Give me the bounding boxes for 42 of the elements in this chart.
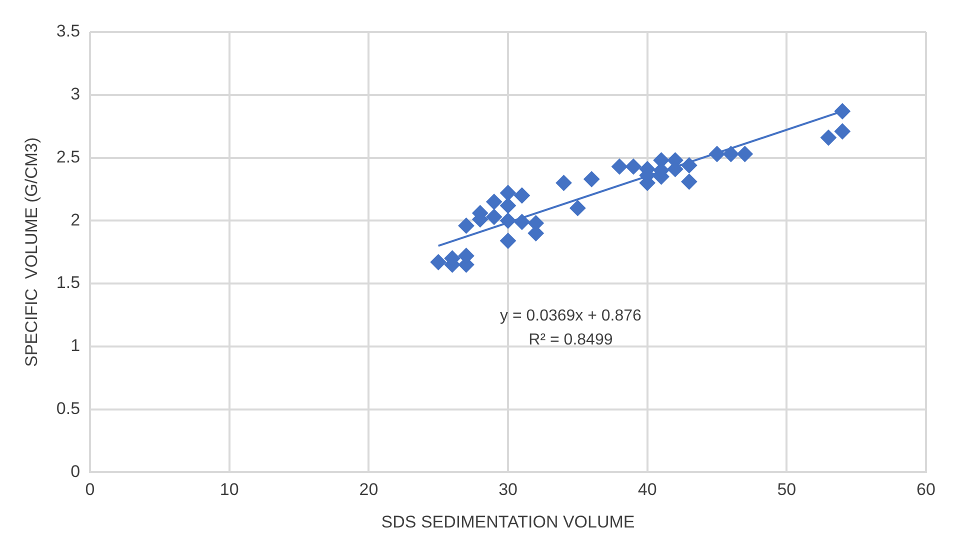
point <box>458 218 474 234</box>
y-tick-label: 0 <box>70 462 80 481</box>
point <box>820 130 836 146</box>
point <box>486 194 502 210</box>
point <box>722 146 739 162</box>
y-tick-label: 3.5 <box>56 22 80 41</box>
point <box>709 146 726 162</box>
point <box>500 198 516 214</box>
y-tick-label: 1.5 <box>56 273 80 292</box>
point <box>681 157 698 174</box>
y-tick-label: 2.5 <box>56 147 80 166</box>
point <box>570 200 586 216</box>
point <box>834 123 850 140</box>
x-tick-label: 10 <box>220 480 239 500</box>
annotation: y = 0.0369x + 0.876 <box>500 307 642 324</box>
x-tick-label: 50 <box>777 480 796 500</box>
x-tick-label: 0 <box>85 480 95 500</box>
point <box>500 212 516 229</box>
x-tick-label: 60 <box>916 480 936 500</box>
x-tick-label: 30 <box>498 480 518 500</box>
y-axis-title: SPECIFIC VOLUME (G/CM3) <box>22 137 41 367</box>
y-tick-label: 1 <box>70 336 80 356</box>
point <box>681 174 698 190</box>
point <box>834 103 850 120</box>
x-axis-title: SDS SEDIMENTATION VOLUME <box>381 512 635 532</box>
y-tick-label: 3 <box>70 84 80 104</box>
point <box>514 188 530 204</box>
point <box>611 158 628 175</box>
x-tick-label: 20 <box>359 480 378 500</box>
point <box>625 158 642 175</box>
point <box>584 171 600 188</box>
y-tick-label: 0.5 <box>56 399 80 418</box>
point <box>486 208 502 225</box>
annotation: R² = 0.8499 <box>528 331 613 348</box>
point <box>500 232 516 249</box>
point <box>430 254 446 270</box>
y-tick-label: 2 <box>70 210 80 230</box>
point <box>514 214 530 230</box>
x-tick-label: 40 <box>638 480 657 500</box>
point <box>736 146 753 162</box>
point <box>500 184 516 201</box>
point <box>556 174 572 191</box>
